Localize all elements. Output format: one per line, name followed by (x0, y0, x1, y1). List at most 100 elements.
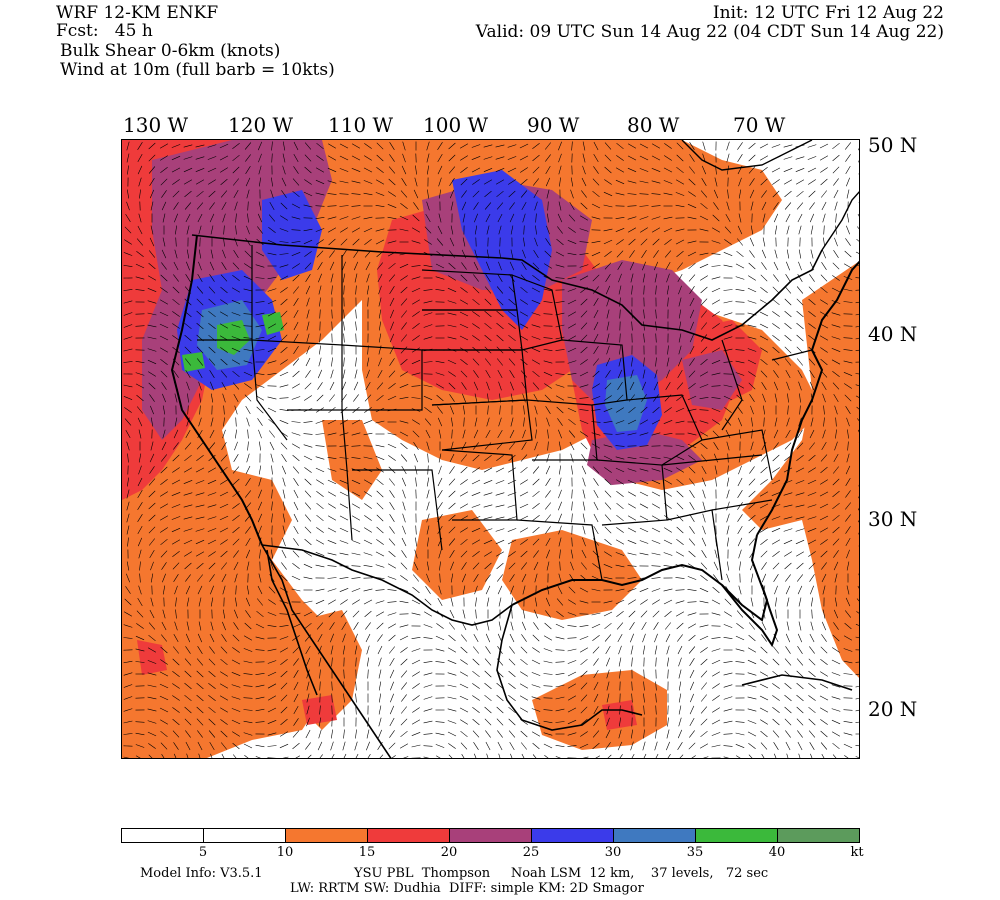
wind-barb (831, 708, 841, 712)
wind-barb (678, 345, 682, 355)
wind-barb (819, 515, 829, 521)
wind-barb (304, 538, 312, 546)
wind-barb (280, 682, 288, 690)
wind-barb (184, 682, 192, 690)
wind-barb (400, 371, 408, 377)
wind-barb (351, 588, 361, 592)
wind-barb (435, 635, 445, 641)
wind-barb (700, 202, 708, 210)
wind-barb (222, 621, 226, 631)
wind-barb (195, 492, 205, 496)
wind-barb (185, 369, 191, 379)
wind-barb (678, 333, 682, 343)
wind-barb (232, 166, 240, 174)
wind-barb (784, 682, 792, 690)
wind-barb (447, 336, 457, 340)
wind-barb (571, 537, 573, 547)
wind-barb (232, 515, 240, 521)
wind-barb (711, 385, 721, 387)
wind-barb (651, 515, 661, 521)
wind-barb (244, 622, 252, 630)
wind-barb (292, 730, 300, 738)
wind-barb (593, 669, 599, 679)
wind-barb (292, 358, 300, 366)
wind-barb (351, 227, 361, 233)
wind-barb (388, 742, 396, 750)
wind-barb (784, 190, 792, 198)
wind-barb (123, 672, 133, 676)
wind-barb (591, 588, 601, 592)
wind-barb (136, 610, 144, 618)
wind-barb (858, 519, 859, 523)
field-shear-label: Bulk Shear 0-6km (knots) (60, 41, 281, 61)
wind-barb (423, 264, 433, 268)
wind-barb (544, 514, 552, 522)
wind-barb (519, 683, 529, 689)
wind-barb (592, 635, 600, 641)
wind-barb (747, 647, 757, 653)
us-west-coast (170, 234, 263, 546)
wind-barb (351, 515, 361, 521)
wind-barb (449, 237, 455, 247)
wind-barb (159, 683, 169, 689)
wind-barb (651, 432, 661, 436)
colorbar-bin-15-20 (368, 829, 450, 842)
wind-barb (147, 731, 157, 737)
lon-label-100w: 100 W (423, 113, 489, 137)
wind-barb (400, 275, 408, 281)
wind-barb (677, 729, 683, 739)
wind-barb (315, 552, 325, 556)
wind-barb (291, 575, 301, 581)
wind-barb (400, 442, 408, 450)
wind-barb (688, 634, 696, 642)
wind-barb (198, 417, 202, 427)
wind-barb (315, 539, 325, 545)
wind-barb (137, 489, 143, 499)
wind-barb (832, 466, 840, 474)
wind-barb (603, 564, 613, 568)
wind-barb (126, 441, 130, 451)
wind-barb (834, 441, 838, 451)
wind-barb (496, 358, 504, 366)
lon-label-110w: 110 W (328, 113, 394, 137)
wind-barb (627, 552, 637, 556)
wind-barb (726, 165, 730, 175)
wind-barb (401, 537, 407, 547)
wind-barb (520, 562, 528, 570)
wind-barb (543, 360, 553, 364)
wind-barb (483, 528, 493, 532)
wind-barb (630, 273, 634, 283)
wind-barb (424, 418, 432, 426)
wind-barb (759, 683, 769, 689)
wind-barb (823, 225, 825, 235)
wind-barb (161, 382, 167, 390)
wind-barb (399, 600, 409, 604)
wind-barb (247, 201, 249, 211)
wind-barb (675, 420, 685, 424)
wind-barb (677, 369, 683, 379)
wind-barb (460, 370, 468, 378)
wind-barb (558, 501, 562, 511)
wind-barb (139, 561, 141, 571)
wind-barb (703, 756, 709, 758)
wind-barb (316, 527, 324, 533)
wind-barb (823, 405, 825, 415)
wind-barb (280, 334, 288, 342)
wind-barb (497, 369, 503, 379)
wind-barb (267, 347, 277, 353)
wind-barb (771, 144, 781, 148)
wind-barb (437, 477, 443, 487)
wind-barb (759, 323, 769, 329)
wind-barb (400, 682, 408, 690)
baja-peninsula (266, 549, 318, 696)
wind-barb (497, 585, 503, 595)
wind-barb (483, 516, 493, 520)
wind-barb (196, 346, 204, 354)
wind-barb (701, 465, 707, 475)
wind-barb (615, 564, 625, 568)
wind-barb (220, 466, 228, 474)
wind-barb (555, 673, 565, 675)
wind-barb (570, 453, 574, 463)
wind-barb (534, 405, 538, 415)
wind-barb (484, 286, 492, 294)
